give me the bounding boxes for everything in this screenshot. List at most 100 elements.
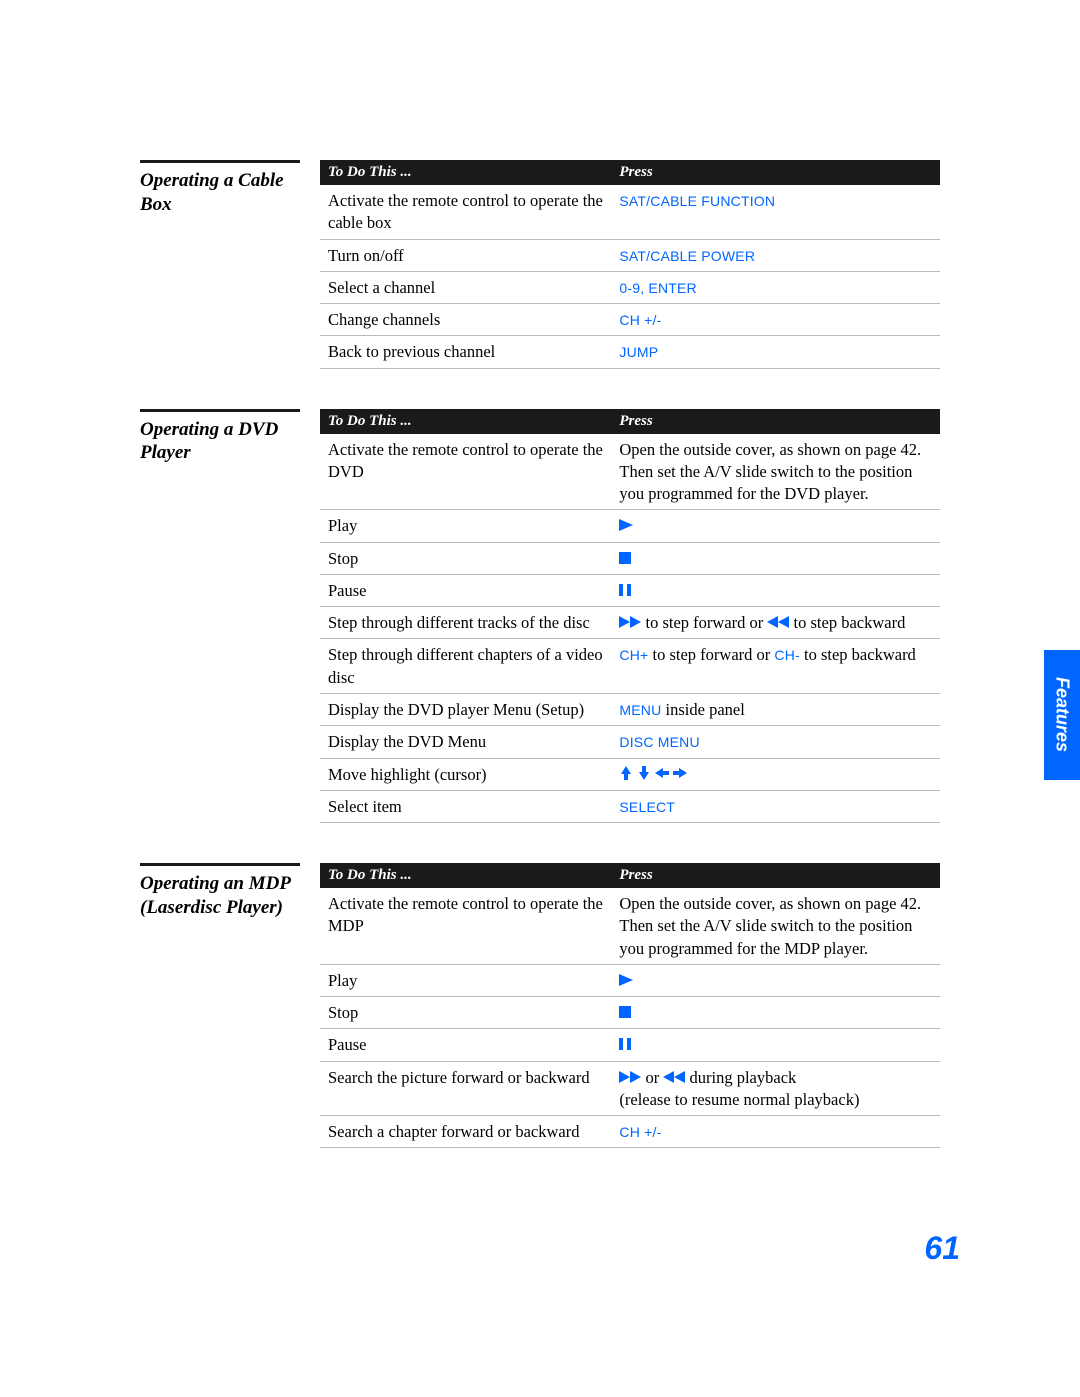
cell-action: Turn on/off <box>320 239 611 271</box>
fast-forward-icon <box>619 1068 641 1087</box>
table-row: Search the picture forward or backward o… <box>320 1061 940 1116</box>
cell-press <box>611 1029 940 1061</box>
cell-press <box>611 542 940 574</box>
cell-action: Play <box>320 510 611 542</box>
cell-press <box>611 574 940 606</box>
arrows-icon <box>619 765 689 784</box>
side-tab-features: Features <box>1044 650 1080 780</box>
blue-text: CH- <box>774 647 799 663</box>
cell-action: Stop <box>320 997 611 1029</box>
table-row: Stop <box>320 997 940 1029</box>
heading-mdp-player: Operating an MDP (Laserdisc Player) <box>140 863 300 920</box>
cell-press: SELECT <box>611 790 940 822</box>
blue-text: CH+ <box>619 647 648 663</box>
table-row: Play <box>320 964 940 996</box>
text: inside panel <box>661 700 744 719</box>
cell-action: Step through different tracks of the dis… <box>320 607 611 639</box>
text: to step backward <box>789 613 905 632</box>
cell-press <box>611 997 940 1029</box>
blue-text: CH +/- <box>619 1124 661 1140</box>
cell-press <box>611 510 940 542</box>
page-number: 61 <box>924 1230 960 1267</box>
blue-text: SAT/CABLE FUNCTION <box>619 193 775 209</box>
text: to step forward or <box>648 645 774 664</box>
cell-press: or during playback (release to resume nor… <box>611 1061 940 1116</box>
table-row: Back to previous channel JUMP <box>320 336 940 368</box>
th-action: To Do This ... <box>320 409 611 434</box>
cell-action: Step through different chapters of a vid… <box>320 639 611 694</box>
text: or <box>641 1068 663 1087</box>
cell-action: Pause <box>320 1029 611 1061</box>
blue-text: 0-9, ENTER <box>619 280 696 296</box>
cell-press: MENU inside panel <box>611 693 940 725</box>
table-row: Change channels CH +/- <box>320 304 940 336</box>
cell-press: CH +/- <box>611 304 940 336</box>
side-tab-label: Features <box>1052 677 1073 752</box>
blue-text: SAT/CABLE POWER <box>619 248 755 264</box>
rewind-icon <box>663 1068 685 1087</box>
cell-action: Activate the remote control to operate t… <box>320 185 611 239</box>
cell-action: Change channels <box>320 304 611 336</box>
table-cable-box: To Do This ... Press Activate the remote… <box>320 160 940 369</box>
table-row: Step through different tracks of the dis… <box>320 607 940 639</box>
table-row: Move highlight (cursor) <box>320 758 940 790</box>
table-row: Activate the remote control to operate t… <box>320 434 940 510</box>
table-row: Activate the remote control to operate t… <box>320 185 940 239</box>
th-press: Press <box>611 863 940 888</box>
fast-forward-icon <box>619 613 641 632</box>
section-dvd-player: Operating a DVD Player To Do This ... Pr… <box>140 409 940 823</box>
blue-text: MENU <box>619 702 661 718</box>
cell-press: CH+ to step forward or CH- to step backw… <box>611 639 940 694</box>
cell-press: CH +/- <box>611 1116 940 1148</box>
table-row: Display the DVD Menu DISC MENU <box>320 726 940 758</box>
blue-text: DISC MENU <box>619 734 699 750</box>
cell-action: Activate the remote control to operate t… <box>320 434 611 510</box>
rewind-icon <box>767 613 789 632</box>
blue-text: CH +/- <box>619 312 661 328</box>
table-row: Activate the remote control to operate t… <box>320 888 940 964</box>
cell-press <box>611 964 940 996</box>
section-cable-box: Operating a Cable Box To Do This ... Pre… <box>140 160 940 369</box>
table-row: Step through different chapters of a vid… <box>320 639 940 694</box>
pause-icon <box>619 1035 631 1054</box>
cell-press: SAT/CABLE FUNCTION <box>611 185 940 239</box>
th-action: To Do This ... <box>320 863 611 888</box>
cell-press: DISC MENU <box>611 726 940 758</box>
table-row: Display the DVD player Menu (Setup) MENU… <box>320 693 940 725</box>
cell-press: to step forward or to step backward <box>611 607 940 639</box>
table-mdp-player: To Do This ... Press Activate the remote… <box>320 863 940 1148</box>
table-row: Pause <box>320 1029 940 1061</box>
cell-action: Play <box>320 964 611 996</box>
section-mdp-player: Operating an MDP (Laserdisc Player) To D… <box>140 863 940 1148</box>
table-row: Select a channel 0-9, ENTER <box>320 271 940 303</box>
play-icon <box>619 516 633 535</box>
cell-press: Open the outside cover, as shown on page… <box>611 888 940 964</box>
table-row: Select item SELECT <box>320 790 940 822</box>
th-press: Press <box>611 160 940 185</box>
stop-icon <box>619 549 631 568</box>
cell-press: SAT/CABLE POWER <box>611 239 940 271</box>
text: to step backward <box>800 645 916 664</box>
cell-action: Search the picture forward or backward <box>320 1061 611 1116</box>
table-row: Pause <box>320 574 940 606</box>
cell-action: Pause <box>320 574 611 606</box>
text: to step forward or <box>641 613 767 632</box>
cell-press: JUMP <box>611 336 940 368</box>
cell-action: Display the DVD Menu <box>320 726 611 758</box>
table-row: Stop <box>320 542 940 574</box>
text: (release to resume normal playback) <box>619 1090 859 1109</box>
table-row: Play <box>320 510 940 542</box>
cell-action: Move highlight (cursor) <box>320 758 611 790</box>
cell-action: Search a chapter forward or backward <box>320 1116 611 1148</box>
text: during playback <box>685 1068 796 1087</box>
pause-icon <box>619 581 631 600</box>
cell-action: Stop <box>320 542 611 574</box>
cell-press: Open the outside cover, as shown on page… <box>611 434 940 510</box>
stop-icon <box>619 1003 631 1022</box>
table-row: Turn on/off SAT/CABLE POWER <box>320 239 940 271</box>
cell-action: Select item <box>320 790 611 822</box>
blue-text: JUMP <box>619 344 658 360</box>
cell-press <box>611 758 940 790</box>
blue-text: SELECT <box>619 799 675 815</box>
cell-action: Back to previous channel <box>320 336 611 368</box>
